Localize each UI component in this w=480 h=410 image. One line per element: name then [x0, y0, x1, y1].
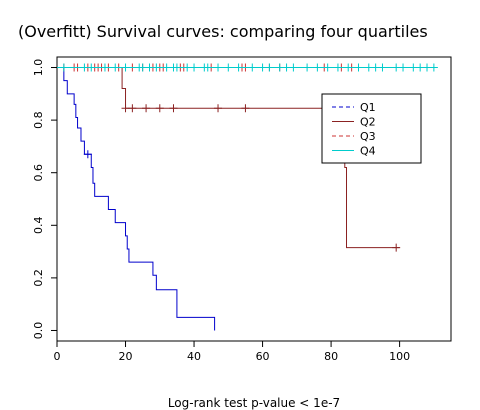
x-tick-label: 0	[54, 350, 61, 363]
censor-mark	[235, 64, 243, 72]
y-tick-label: 0.6	[32, 164, 45, 182]
censor-mark	[163, 64, 171, 72]
censor-mark	[248, 64, 256, 72]
censor-mark	[152, 64, 160, 72]
censor-mark	[80, 64, 88, 72]
x-tick-label: 40	[187, 350, 201, 363]
y-axis: 0.0 0.2 0.4 0.6 0.8 1.0	[32, 59, 57, 339]
x-tick-label: 60	[256, 350, 270, 363]
censor-mark	[354, 64, 362, 72]
censor-mark	[156, 104, 164, 112]
censor-mark	[303, 64, 311, 72]
censor-mark	[392, 64, 400, 72]
censor-mark	[60, 64, 68, 72]
censor-mark	[409, 64, 417, 72]
censor-mark	[430, 64, 438, 72]
legend-label: Q2	[360, 116, 376, 129]
series-q1	[57, 68, 215, 331]
censor-mark	[324, 64, 332, 72]
x-tick-label: 80	[324, 350, 338, 363]
censor-mark	[276, 64, 284, 72]
censor-mark	[142, 104, 150, 112]
censor-mark	[241, 104, 249, 112]
chart-title: (Overfitt) Survival curves: comparing fo…	[18, 22, 428, 41]
censor-mark	[313, 64, 321, 72]
censor-mark	[259, 64, 267, 72]
censor-mark	[214, 104, 222, 112]
censor-mark	[183, 64, 191, 72]
y-tick-label: 0.8	[32, 111, 45, 129]
censor-mark	[204, 64, 212, 72]
y-tick-label: 0.4	[32, 217, 45, 235]
series-q4	[57, 64, 438, 72]
censor-mark	[289, 64, 297, 72]
censor-mark	[139, 64, 147, 72]
x-axis: 0 20 40 60 80 100	[54, 341, 411, 363]
censor-mark	[344, 64, 352, 72]
censor-mark	[122, 64, 130, 72]
censor-mark	[122, 104, 130, 112]
x-tick-label: 100	[389, 350, 410, 363]
censor-mark	[214, 64, 222, 72]
censor-mark	[111, 64, 119, 72]
censor-mark	[416, 64, 424, 72]
censor-mark	[392, 244, 400, 252]
censor-mark	[87, 64, 95, 72]
censor-mark	[265, 64, 273, 72]
censor-mark	[173, 64, 181, 72]
x-axis-label: Log-rank test p-value < 1e-7	[168, 396, 340, 410]
censor-mark	[423, 64, 431, 72]
series-line-q1	[57, 68, 215, 331]
censor-mark	[283, 64, 291, 72]
censor-mark	[101, 64, 109, 72]
censor-mark	[190, 64, 198, 72]
legend-label: Q3	[360, 130, 376, 143]
censor-mark	[224, 64, 232, 72]
censor-mark	[128, 104, 136, 112]
censor-mark	[169, 104, 177, 112]
legend-label: Q4	[360, 145, 376, 158]
censor-mark	[378, 64, 386, 72]
x-tick-label: 20	[119, 350, 133, 363]
y-tick-label: 0.2	[32, 269, 45, 287]
legend-label: Q1	[360, 101, 376, 114]
y-tick-label: 0.0	[32, 322, 45, 340]
censor-mark	[365, 64, 373, 72]
y-tick-label: 1.0	[32, 59, 45, 77]
censor-mark	[334, 64, 342, 72]
censor-mark	[399, 64, 407, 72]
censor-mark	[84, 150, 92, 158]
censor-mark	[372, 64, 380, 72]
censor-mark	[146, 64, 154, 72]
